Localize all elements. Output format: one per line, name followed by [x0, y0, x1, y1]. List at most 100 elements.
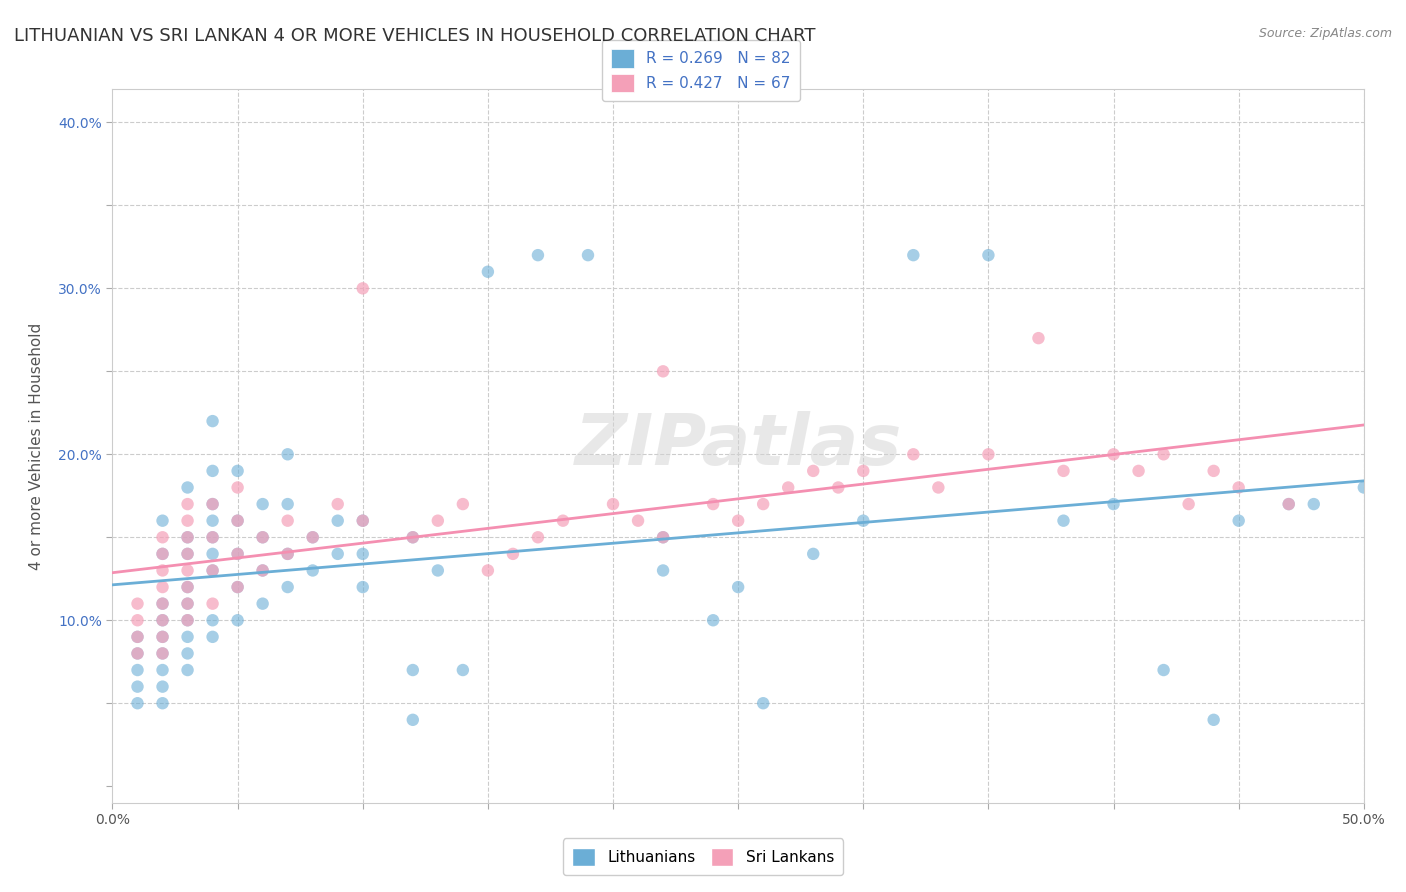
Point	[152, 514, 174, 528]
Point	[778, 481, 800, 495]
Point	[277, 514, 299, 528]
Point	[176, 547, 198, 561]
Point	[627, 514, 650, 528]
Point	[127, 613, 149, 627]
Point	[277, 547, 299, 561]
Point	[226, 547, 249, 561]
Point	[152, 530, 174, 544]
Point	[176, 613, 198, 627]
Point	[252, 497, 274, 511]
Point	[1302, 497, 1324, 511]
Point	[252, 564, 274, 578]
Point	[426, 514, 449, 528]
Point	[903, 248, 925, 262]
Point	[352, 514, 374, 528]
Point	[1177, 497, 1199, 511]
Point	[201, 547, 224, 561]
Point	[903, 447, 925, 461]
Point	[1227, 481, 1250, 495]
Point	[1278, 497, 1301, 511]
Point	[176, 597, 198, 611]
Point	[326, 497, 349, 511]
Point	[477, 265, 499, 279]
Point	[326, 547, 349, 561]
Point	[152, 564, 174, 578]
Point	[402, 530, 425, 544]
Point	[301, 530, 323, 544]
Text: Source: ZipAtlas.com: Source: ZipAtlas.com	[1258, 27, 1392, 40]
Point	[152, 580, 174, 594]
Point	[527, 248, 550, 262]
Point	[201, 564, 224, 578]
Point	[226, 481, 249, 495]
Point	[702, 497, 724, 511]
Point	[201, 514, 224, 528]
Text: LITHUANIAN VS SRI LANKAN 4 OR MORE VEHICLES IN HOUSEHOLD CORRELATION CHART: LITHUANIAN VS SRI LANKAN 4 OR MORE VEHIC…	[14, 27, 815, 45]
Point	[127, 630, 149, 644]
Point	[226, 580, 249, 594]
Point	[326, 514, 349, 528]
Point	[502, 547, 524, 561]
Point	[927, 481, 949, 495]
Point	[801, 547, 824, 561]
Point	[152, 630, 174, 644]
Point	[277, 547, 299, 561]
Point	[226, 580, 249, 594]
Point	[352, 281, 374, 295]
Point	[451, 663, 474, 677]
Point	[752, 497, 775, 511]
Point	[1227, 514, 1250, 528]
Point	[1153, 447, 1175, 461]
Point	[127, 647, 149, 661]
Point	[176, 580, 198, 594]
Point	[152, 547, 174, 561]
Point	[176, 530, 198, 544]
Point	[176, 481, 198, 495]
Point	[352, 514, 374, 528]
Point	[827, 481, 849, 495]
Point	[402, 663, 425, 677]
Point	[252, 530, 274, 544]
Point	[201, 414, 224, 428]
Point	[252, 564, 274, 578]
Point	[702, 613, 724, 627]
Point	[176, 630, 198, 644]
Point	[201, 564, 224, 578]
Point	[352, 580, 374, 594]
Point	[1202, 713, 1225, 727]
Point	[176, 530, 198, 544]
Point	[201, 613, 224, 627]
Point	[176, 514, 198, 528]
Point	[152, 663, 174, 677]
Point	[402, 530, 425, 544]
Point	[152, 647, 174, 661]
Point	[477, 564, 499, 578]
Point	[727, 580, 749, 594]
Point	[527, 530, 550, 544]
Point	[201, 597, 224, 611]
Point	[277, 497, 299, 511]
Point	[176, 580, 198, 594]
Point	[152, 680, 174, 694]
Point	[451, 497, 474, 511]
Point	[277, 447, 299, 461]
Point	[252, 530, 274, 544]
Point	[1102, 447, 1125, 461]
Point	[652, 530, 675, 544]
Point	[752, 696, 775, 710]
Point	[176, 663, 198, 677]
Point	[352, 547, 374, 561]
Point	[127, 696, 149, 710]
Point	[226, 464, 249, 478]
Point	[201, 497, 224, 511]
Point	[801, 464, 824, 478]
Point	[727, 514, 749, 528]
Point	[852, 514, 875, 528]
Point	[152, 597, 174, 611]
Point	[201, 497, 224, 511]
Point	[226, 547, 249, 561]
Legend: R = 0.269   N = 82, R = 0.427   N = 67: R = 0.269 N = 82, R = 0.427 N = 67	[602, 40, 800, 102]
Point	[201, 530, 224, 544]
Text: ZIPatlas: ZIPatlas	[575, 411, 901, 481]
Point	[252, 597, 274, 611]
